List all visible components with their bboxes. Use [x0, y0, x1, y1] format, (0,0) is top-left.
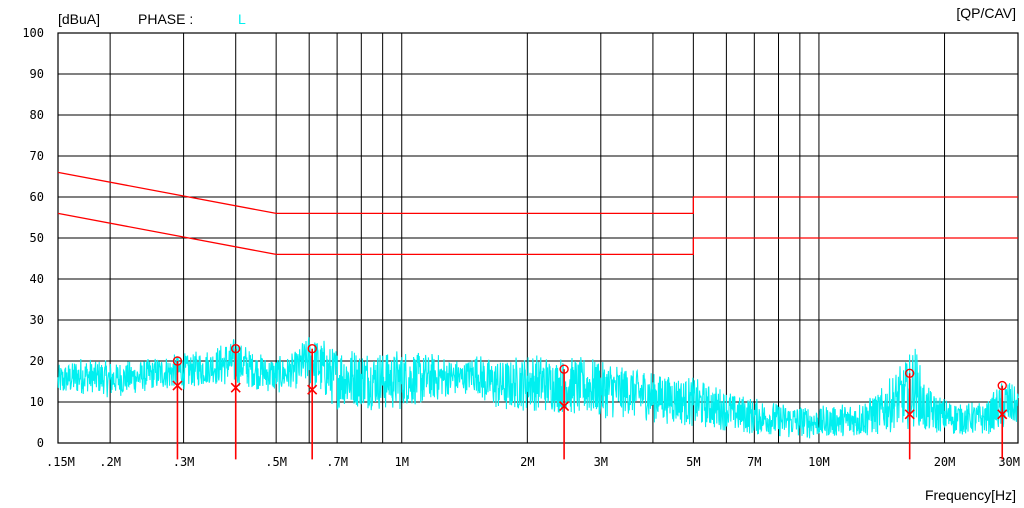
- x-tick-label: .7M: [326, 455, 348, 469]
- limit-line: [57, 212, 1018, 256]
- detector-label: [QP/CAV]: [956, 5, 1016, 21]
- x-tick-labels: .15M .2M .3M .5M .7M 1M 2M 3M 5M 7M 10M 20M 30M: [46, 455, 1020, 469]
- spectrum-line: [57, 337, 1019, 439]
- phase-value: L: [238, 11, 246, 27]
- limit-line: [57, 171, 1018, 215]
- qp-marker: [904, 368, 915, 378]
- y-tick-label: 40: [30, 272, 44, 286]
- x-axis-label: Frequency[Hz]: [925, 487, 1016, 503]
- x-tick-label: 2M: [520, 455, 534, 469]
- x-tick-label: 3M: [594, 455, 608, 469]
- x-tick-label: 10M: [808, 455, 830, 469]
- cav-marker: [172, 380, 183, 391]
- y-tick-label: 30: [30, 313, 44, 327]
- y-tick-label: 70: [30, 149, 44, 163]
- cav-marker: [559, 401, 570, 412]
- x-tick-label: .2M: [99, 455, 121, 469]
- cav-marker: [307, 384, 318, 395]
- x-tick-label: 1M: [395, 455, 409, 469]
- y-tick-label: 0: [37, 436, 44, 450]
- spectrum-trace: [57, 337, 1019, 439]
- x-tick-label: 5M: [686, 455, 700, 469]
- x-tick-label: 7M: [747, 455, 761, 469]
- qp-marker: [231, 344, 241, 354]
- peak-markers: [172, 344, 1008, 460]
- unit-label: [dBuA]: [58, 11, 100, 27]
- qp-marker: [559, 364, 569, 374]
- cav-marker: [230, 382, 241, 393]
- y-tick-label: 90: [30, 67, 44, 81]
- qp-marker: [307, 344, 317, 354]
- qp-marker: [997, 380, 1007, 391]
- y-tick-label: 100: [22, 26, 44, 40]
- x-tick-label: 20M: [934, 455, 956, 469]
- x-tick-label: .5M: [265, 455, 287, 469]
- y-tick-label: 60: [30, 190, 44, 204]
- x-tick-label: 30M: [998, 455, 1020, 469]
- phase-label: PHASE :: [138, 11, 193, 27]
- y-tick-label: 80: [30, 108, 44, 122]
- y-tick-label: 10: [30, 395, 44, 409]
- x-tick-label: .3M: [173, 455, 195, 469]
- y-tick-label: 50: [30, 231, 44, 245]
- y-tick-label: 20: [30, 354, 44, 368]
- cav-marker: [997, 409, 1008, 420]
- x-tick-label: .15M: [46, 455, 75, 469]
- qp-marker: [172, 356, 183, 366]
- limit-lines: [57, 171, 1018, 256]
- cav-marker: [904, 409, 915, 420]
